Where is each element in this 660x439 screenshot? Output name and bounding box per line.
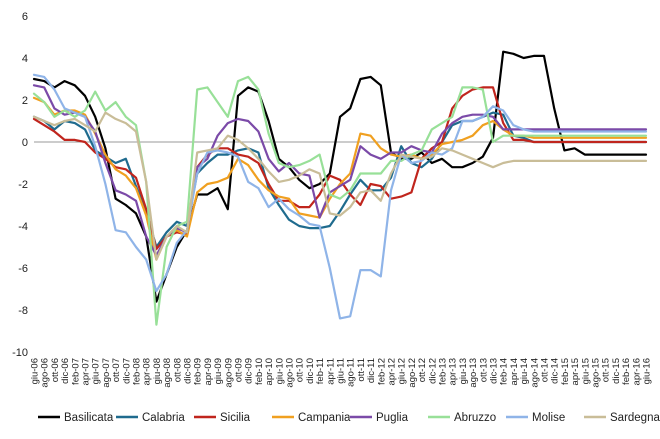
x-tick-label: ago-14 — [529, 358, 540, 388]
legend-label: Puglia — [376, 412, 409, 424]
x-tick-label: ago-10 — [285, 358, 296, 388]
y-tick-label: -4 — [18, 221, 28, 233]
x-tick-label: ott-07 — [111, 358, 122, 382]
x-tick-label: ott-13 — [478, 358, 489, 382]
series-line-sardegna — [32, 111, 648, 261]
x-tick-label: dic-14 — [550, 358, 561, 384]
x-tick-label: ott-15 — [601, 358, 612, 382]
series-line-puglia — [32, 84, 648, 257]
x-tick-label: feb-16 — [621, 358, 632, 385]
x-tick-label: apr-11 — [325, 358, 336, 385]
x-tick-label: feb-12 — [376, 358, 387, 385]
x-tick-label: giu-15 — [580, 358, 591, 384]
x-tick-label: ago-08 — [162, 358, 173, 388]
x-tick-label: apr-08 — [142, 358, 153, 385]
x-tick-label: apr-15 — [570, 358, 581, 385]
x-tick-label: giu-06 — [30, 358, 41, 384]
x-tick-label: feb-13 — [438, 358, 449, 385]
y-tick-label: -8 — [18, 305, 28, 317]
x-tick-label: apr-16 — [631, 358, 642, 385]
x-tick-label: apr-07 — [81, 358, 92, 385]
x-tick-label: ago-07 — [101, 358, 112, 388]
series-line-abruzzo — [32, 75, 648, 326]
series-line-sicilia — [32, 86, 648, 251]
x-tick-label: dic-09 — [244, 358, 255, 384]
y-tick-label: -10 — [12, 347, 28, 359]
legend-label: Basilicata — [64, 412, 114, 424]
x-axis: giu-06 ago-06 ott-06 dic-06 feb-07 apr-07 giu-… — [30, 141, 653, 388]
x-tick-label: giu-14 — [519, 358, 530, 384]
y-tick-label: 2 — [22, 95, 28, 107]
y-axis: -10 -8 -6 -4 -2 0 2 4 6 — [12, 11, 28, 359]
x-tick-label: feb-09 — [193, 358, 204, 385]
x-tick-label: giu-11 — [336, 358, 347, 384]
x-tick-label: apr-14 — [509, 358, 520, 385]
x-tick-label: giu-13 — [458, 358, 469, 384]
x-tick-label: ago-09 — [223, 358, 234, 388]
x-tick-label: ott-09 — [234, 358, 245, 382]
x-tick-label: ott-10 — [295, 358, 306, 382]
x-tick-label: apr-13 — [448, 358, 459, 385]
x-tick-label: apr-12 — [387, 358, 398, 385]
x-tick-label: dic-07 — [121, 358, 132, 384]
y-tick-label: 0 — [22, 137, 28, 149]
x-tick-label: feb-08 — [132, 358, 143, 385]
legend-label: Abruzzo — [454, 412, 496, 424]
x-tick-label: feb-14 — [499, 358, 510, 385]
x-tick-label: ago-11 — [346, 358, 357, 387]
x-tick-label: giu-10 — [274, 358, 285, 384]
x-tick-label: giu-07 — [91, 358, 102, 384]
x-tick-label: dic-10 — [305, 358, 316, 384]
x-tick-label: giu-12 — [397, 358, 408, 384]
x-tick-label: apr-09 — [203, 358, 214, 385]
legend-label: Sardegna — [610, 412, 660, 424]
x-tick-label: dic-13 — [489, 358, 500, 384]
x-tick-label: ott-06 — [50, 358, 61, 382]
x-tick-label: dic-11 — [366, 358, 377, 383]
series-line-basilicata — [32, 50, 648, 303]
x-tick-label: dic-12 — [427, 358, 438, 384]
x-tick-label: feb-10 — [254, 358, 265, 385]
x-tick-label: ago-13 — [468, 358, 479, 388]
legend: Basilicata Calabria Sicilia Campania Puglia A… — [38, 412, 660, 424]
legend-label: Calabria — [142, 412, 185, 424]
x-tick-label: ott-12 — [417, 358, 428, 382]
x-tick-label: giu-09 — [213, 358, 224, 384]
x-tick-label: ott-08 — [172, 358, 183, 382]
legend-label: Sicilia — [220, 412, 251, 424]
x-tick-label: ago-12 — [407, 358, 418, 388]
legend-label: Molise — [532, 412, 565, 424]
x-tick-label: giu-16 — [642, 358, 653, 384]
series-line-molise — [32, 73, 648, 320]
series-layer — [32, 50, 648, 326]
x-tick-label: apr-10 — [264, 358, 275, 385]
series-line-campania — [32, 96, 648, 261]
y-tick-label: -6 — [18, 263, 28, 275]
legend-label: Campania — [298, 412, 351, 424]
x-tick-label: ott-11 — [356, 358, 367, 382]
x-tick-label: feb-11 — [315, 358, 326, 384]
x-tick-label: feb-15 — [560, 358, 571, 385]
y-tick-label: -2 — [18, 179, 28, 191]
x-tick-label: feb-07 — [70, 358, 81, 385]
x-tick-label: giu-08 — [152, 358, 163, 384]
y-tick-label: 6 — [22, 11, 28, 23]
x-tick-label: ago-06 — [40, 358, 51, 388]
x-tick-label: dic-06 — [60, 358, 71, 384]
y-tick-label: 4 — [22, 53, 28, 65]
x-tick-label: dic-08 — [183, 358, 194, 384]
x-tick-label: ago-15 — [591, 358, 602, 388]
x-tick-label: ott-14 — [540, 358, 551, 382]
x-tick-label: dic-15 — [611, 358, 622, 384]
